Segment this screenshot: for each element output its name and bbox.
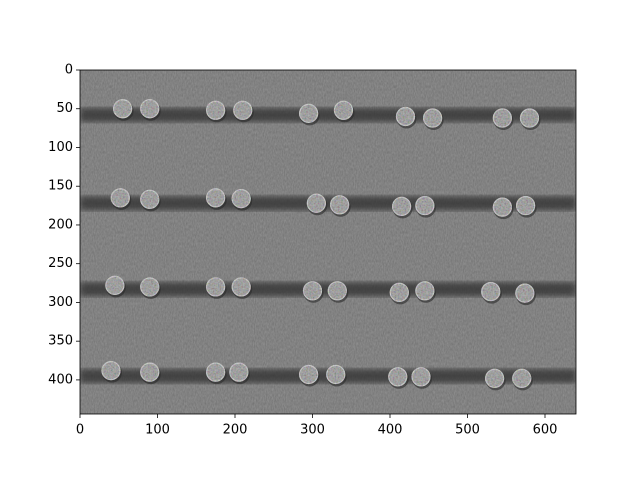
spot: [333, 100, 354, 120]
x-tick-label: 600: [533, 423, 558, 438]
spot: [101, 361, 121, 381]
spot: [485, 368, 505, 388]
spot: [326, 364, 346, 385]
y-tick-label: 300: [48, 295, 73, 310]
spot: [515, 283, 535, 303]
y-tick-label: 150: [48, 179, 73, 194]
x-tick-label: 100: [145, 423, 170, 438]
y-tick-label: 350: [48, 334, 73, 349]
spot: [492, 197, 512, 217]
spot: [140, 277, 160, 297]
spot: [395, 106, 416, 127]
x-tick-label: 400: [378, 423, 403, 438]
y-tick-label: 100: [48, 140, 73, 155]
axes-frame: [79, 69, 577, 415]
spot: [512, 368, 532, 388]
spot: [206, 362, 226, 382]
spot: [302, 281, 323, 301]
spot: [415, 281, 435, 301]
spot: [389, 282, 409, 302]
spot: [140, 362, 160, 382]
spot: [113, 99, 133, 119]
y-tick-label: 50: [56, 101, 73, 116]
spot: [229, 362, 249, 382]
y-tick-label: 0: [65, 63, 73, 78]
x-tick-label: 0: [76, 423, 84, 438]
spot: [231, 277, 251, 297]
spot: [206, 100, 226, 120]
spot: [516, 195, 536, 216]
spot: [415, 195, 435, 216]
spot: [206, 188, 226, 208]
spot: [231, 189, 251, 209]
y-tick-label: 250: [48, 256, 73, 271]
spot: [519, 108, 540, 128]
x-tick-label: 500: [455, 423, 480, 438]
spot: [110, 188, 130, 208]
spot: [299, 103, 319, 123]
dark-band: [80, 196, 576, 211]
spot: [423, 108, 443, 128]
spot: [105, 275, 125, 295]
spot: [388, 367, 408, 387]
spot: [233, 100, 253, 120]
spot: [140, 99, 160, 119]
y-tick-label: 200: [48, 217, 73, 232]
x-tick-label: 300: [300, 423, 325, 438]
spot: [492, 108, 512, 128]
spot: [481, 281, 501, 302]
spot: [306, 193, 326, 213]
spot: [327, 281, 347, 301]
spot: [330, 195, 350, 215]
spot: [392, 196, 412, 216]
image-texture: [80, 70, 576, 414]
x-tick-label: 200: [223, 423, 248, 438]
y-tick-label: 400: [48, 372, 73, 387]
spot: [411, 367, 431, 387]
spot: [299, 364, 319, 385]
dark-band: [80, 107, 576, 122]
spot: [140, 189, 160, 209]
spot: [206, 277, 226, 297]
image: [80, 70, 576, 414]
